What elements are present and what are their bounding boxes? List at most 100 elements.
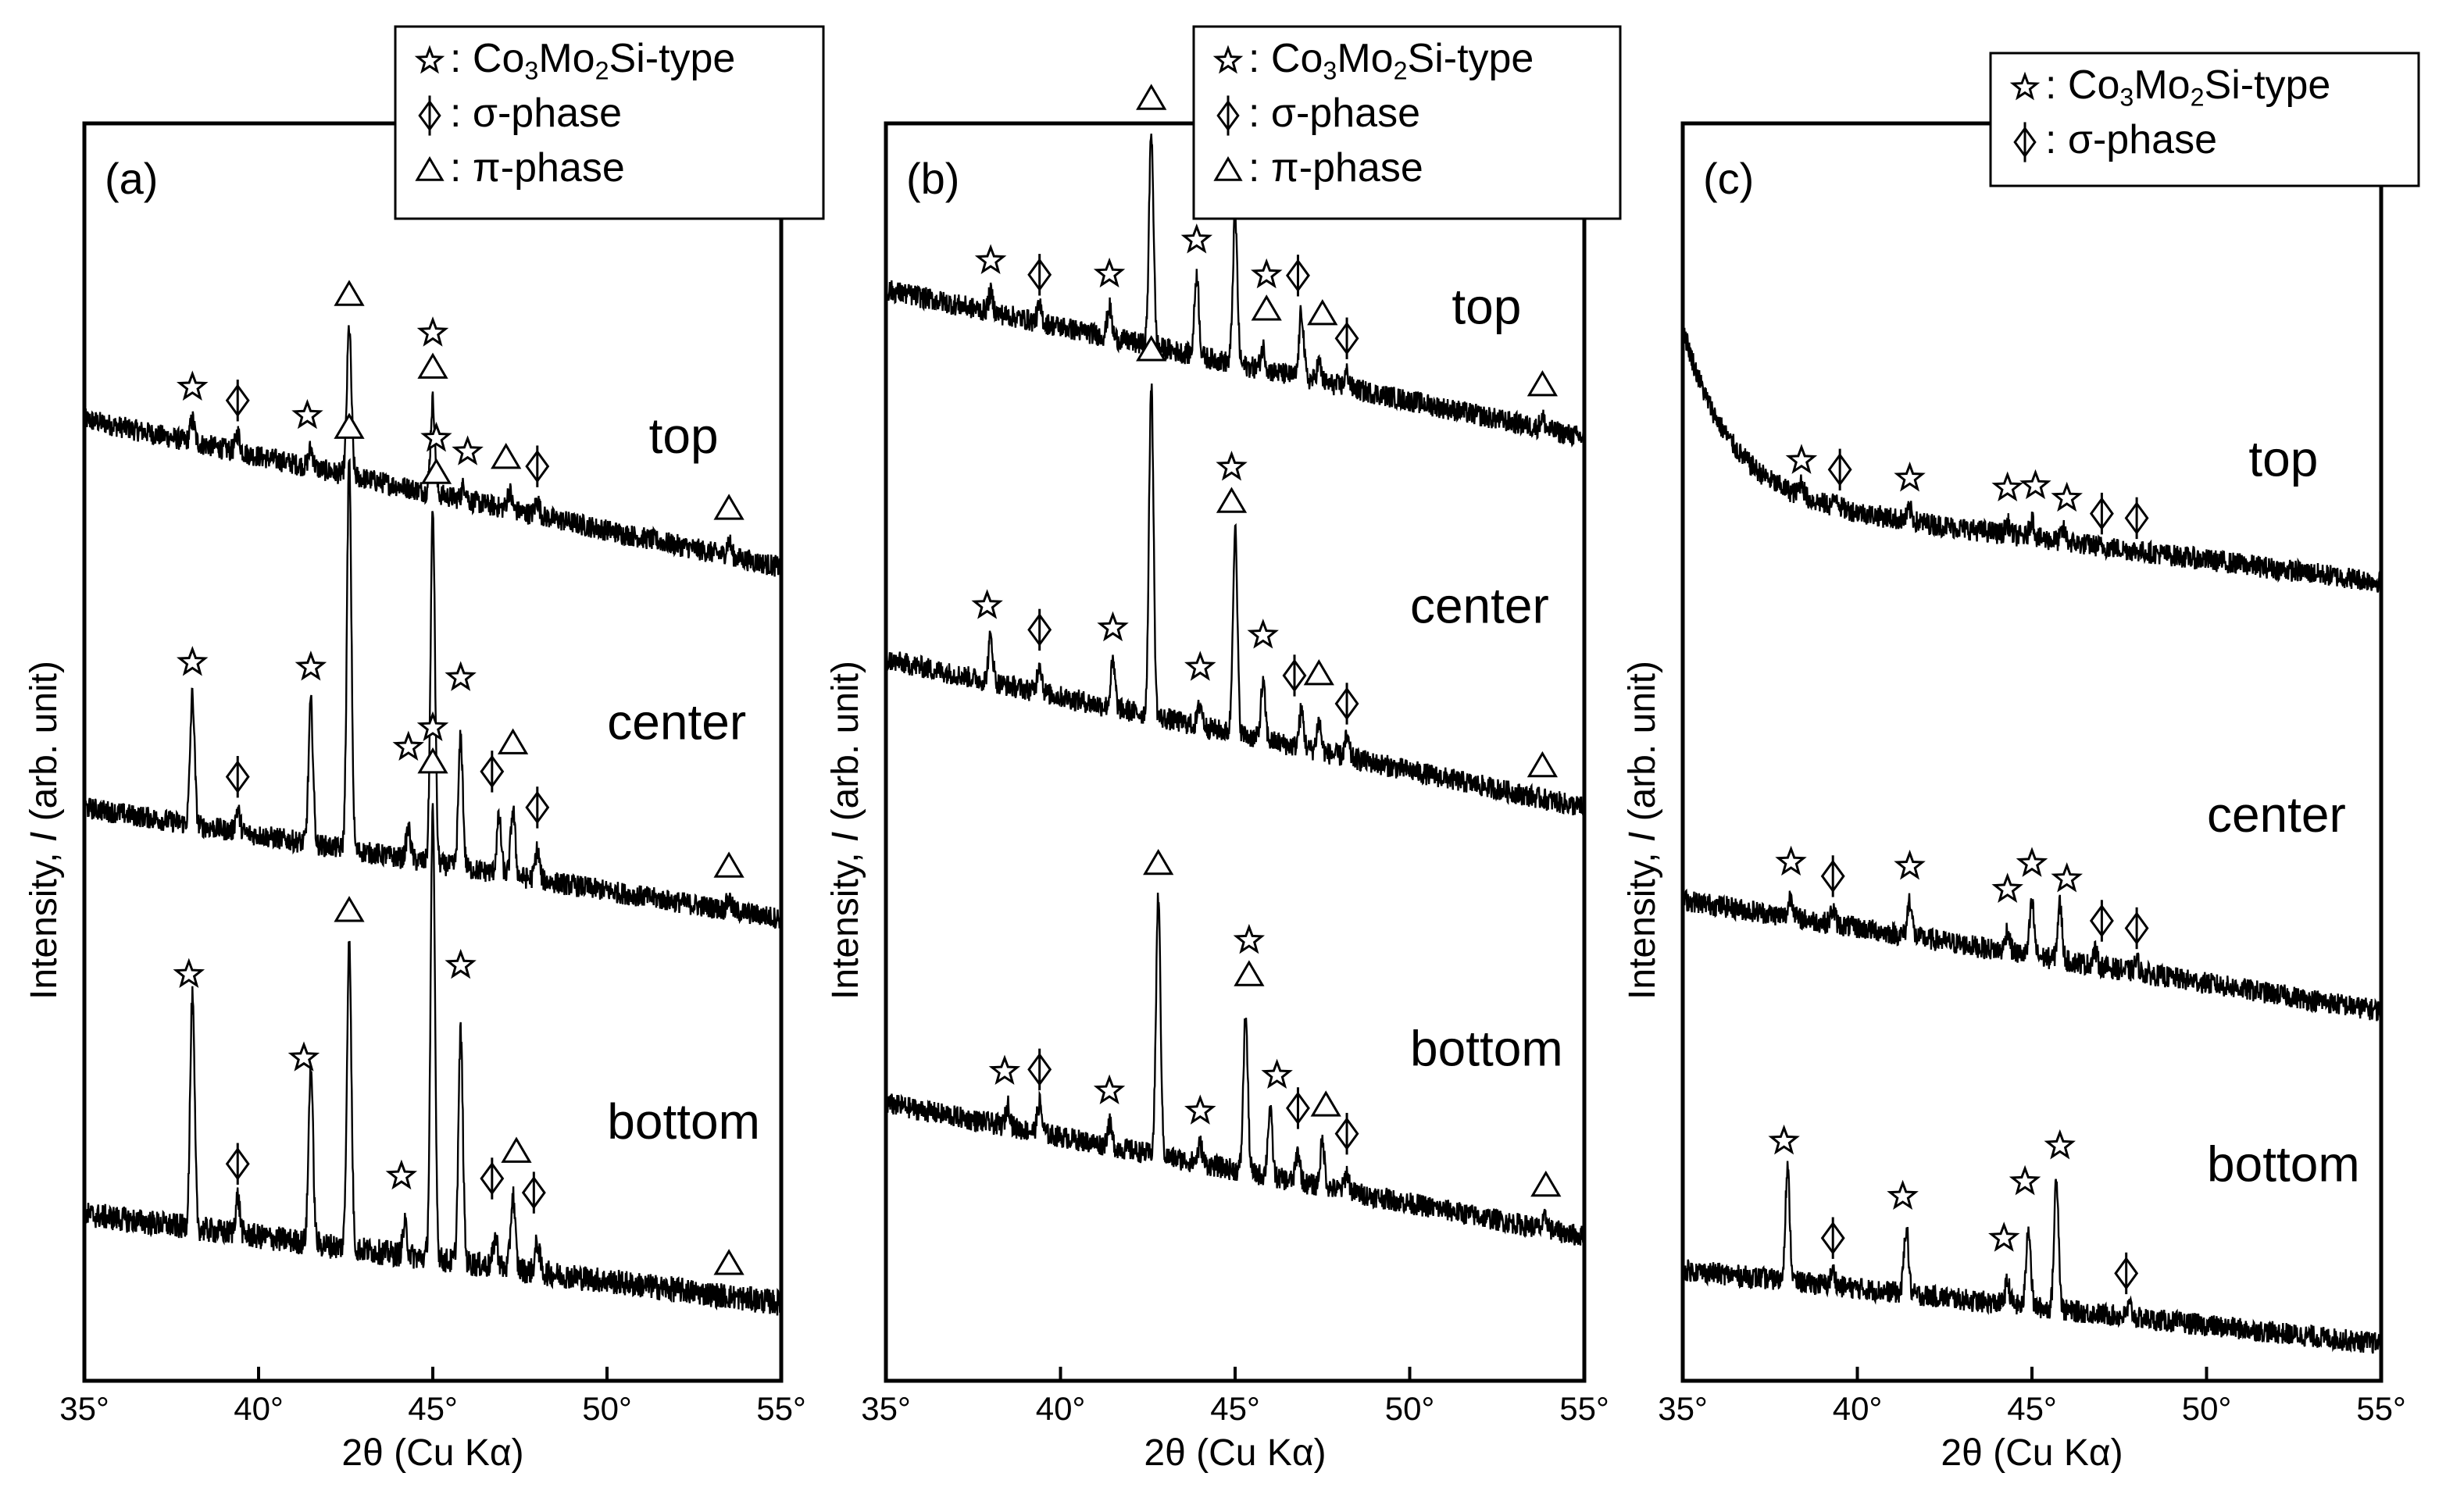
legend: : Co3Mo2Si-type: σ-phase: π-phase xyxy=(1192,25,1622,220)
triangle-marker xyxy=(1307,299,1338,326)
triangle-marker xyxy=(417,747,448,774)
star-marker xyxy=(1768,1124,1800,1155)
xrd-pattern-bottom xyxy=(886,892,1584,1247)
legend-box xyxy=(394,25,825,220)
legend: : Co3Mo2Si-type: σ-phase: π-phase xyxy=(394,25,825,220)
star-marker xyxy=(1991,872,2023,903)
star-marker xyxy=(2051,481,2083,512)
star-marker xyxy=(1184,651,1216,681)
diamond-marker xyxy=(2089,900,2114,942)
triangle-marker xyxy=(1216,487,1248,513)
series-bottom: bottom xyxy=(1683,1124,2381,1354)
legend-entry-label: : Co3Mo2Si-type xyxy=(2045,62,2330,111)
diamond-marker xyxy=(1334,683,1359,725)
diamond-marker xyxy=(525,445,550,487)
triangle-marker xyxy=(1310,1090,1341,1117)
x-tick-label: 50° xyxy=(2182,1390,2232,1427)
chart-panel-a: 35° 40° 45° 50° 55° 2θ (Cu Kα) Intensity, I (a… xyxy=(23,25,825,1474)
xrd-pattern-bottom xyxy=(1683,1161,2381,1354)
series-bottom: bottom xyxy=(886,848,1584,1247)
legend-star-icon xyxy=(414,45,445,74)
diamond-marker xyxy=(2124,907,2149,950)
diamond-marker xyxy=(1282,654,1307,697)
diamond-marker xyxy=(225,1143,250,1185)
chart-panel-c: 35° 40° 45° 50° 55° 2θ (Cu Kα) Intensity, I (a… xyxy=(1622,52,2420,1474)
legend-star-icon xyxy=(2009,71,2041,101)
series-center: center xyxy=(886,335,1584,816)
triangle-marker xyxy=(713,494,745,520)
star-marker xyxy=(1216,451,1248,481)
series-label-center: center xyxy=(607,694,746,751)
star-marker xyxy=(177,646,209,676)
series-bottom: bottom xyxy=(84,711,781,1316)
x-tick-label: 40° xyxy=(234,1390,284,1427)
star-marker xyxy=(2044,1129,2076,1160)
triangle-marker xyxy=(491,443,522,469)
x-axis-title: 2θ (Cu Kα) xyxy=(341,1432,523,1474)
diamond-marker xyxy=(1286,1087,1310,1129)
diamond-marker xyxy=(1286,255,1310,297)
triangle-marker xyxy=(1530,1170,1562,1197)
diamond-marker xyxy=(2114,1252,2139,1295)
star-marker xyxy=(1180,223,1213,254)
star-marker xyxy=(385,1159,418,1190)
diamond-marker xyxy=(1334,317,1359,359)
legend-entry-label: : σ-phase xyxy=(2045,117,2217,162)
x-tick-label: 45° xyxy=(1210,1390,1260,1427)
star-marker xyxy=(445,661,477,691)
panel-label: (c) xyxy=(1703,154,1754,203)
legend-entry-label: : π-phase xyxy=(450,145,625,191)
legend: : Co3Mo2Si-type : σ-phase xyxy=(1989,52,2420,187)
diamond-marker xyxy=(1827,448,1852,491)
x-tick-label: 50° xyxy=(1385,1390,1435,1427)
panel-label: (b) xyxy=(906,154,959,203)
star-marker xyxy=(1251,258,1283,289)
star-marker xyxy=(416,711,449,742)
triangle-marker xyxy=(1527,370,1559,397)
triangle-marker xyxy=(334,280,365,306)
legend-diamond-icon xyxy=(418,95,441,136)
star-marker xyxy=(1184,1094,1216,1125)
legend-entry-label: : σ-phase xyxy=(450,91,622,136)
star-marker xyxy=(1775,845,1807,876)
triangle-marker xyxy=(1143,848,1174,875)
star-marker xyxy=(2019,469,2051,500)
legend-star-icon xyxy=(1212,45,1244,74)
legend-entry-label: : σ-phase xyxy=(1248,91,1420,136)
diamond-marker xyxy=(225,755,250,798)
diamond-marker xyxy=(480,1157,505,1200)
star-marker xyxy=(1894,461,1926,492)
star-marker xyxy=(1991,471,2024,502)
star-marker xyxy=(1093,1074,1126,1105)
xrd-pattern-center xyxy=(84,458,781,929)
diamond-marker xyxy=(521,1171,546,1214)
triangle-marker xyxy=(334,896,365,922)
panel-label: (a) xyxy=(105,154,158,203)
diamond-marker xyxy=(1027,1048,1052,1091)
xrd-pattern-center xyxy=(886,383,1584,816)
triangle-marker xyxy=(1136,84,1167,110)
xrd-pattern-bottom xyxy=(84,803,781,1316)
star-marker xyxy=(1988,1221,2020,1252)
y-axis-title: Intensity, I (arb. unit) xyxy=(23,661,65,1000)
diamond-marker xyxy=(480,751,505,793)
star-marker xyxy=(1887,1179,1919,1211)
x-axis-title: 2θ (Cu Kα) xyxy=(1144,1432,1326,1474)
triangle-marker xyxy=(713,851,745,878)
x-tick-label: 40° xyxy=(1036,1390,1086,1427)
series-label-center: center xyxy=(2207,786,2346,843)
triangle-marker xyxy=(1234,960,1265,986)
diamond-marker xyxy=(1820,1217,1845,1259)
star-marker xyxy=(1785,444,1818,474)
y-axis-title: Intensity, I (arb. unit) xyxy=(1622,661,1663,1000)
x-tick-label: 35° xyxy=(1658,1390,1708,1427)
star-marker xyxy=(452,435,484,465)
triangle-marker xyxy=(1527,751,1559,778)
legend-box xyxy=(1989,52,2420,187)
x-tick-label: 45° xyxy=(2007,1390,2057,1427)
star-marker xyxy=(291,398,323,430)
x-axis-title: 2θ (Cu Kα) xyxy=(1941,1432,2123,1474)
star-marker xyxy=(173,957,205,989)
